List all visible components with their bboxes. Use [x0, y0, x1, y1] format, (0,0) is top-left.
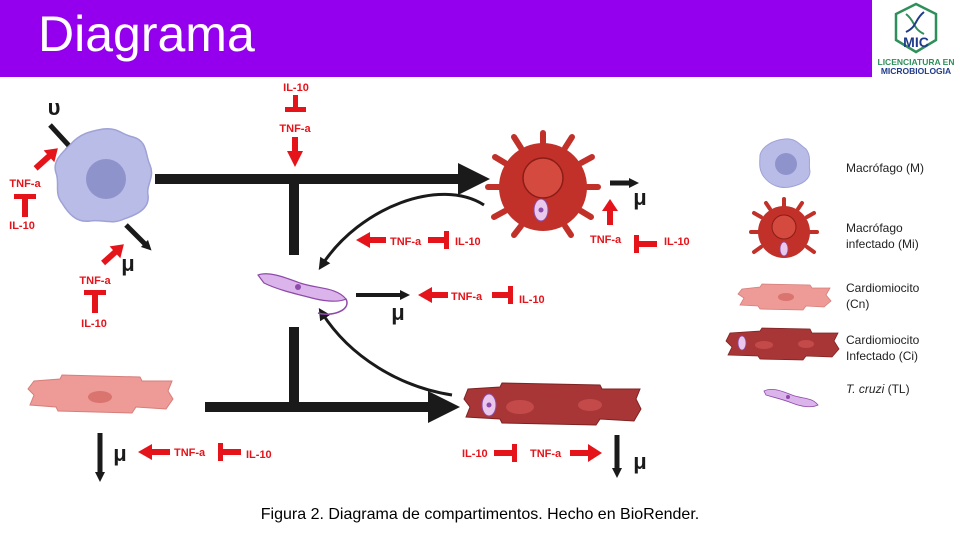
- flow-arrows: [48, 123, 639, 482]
- arrow-upsilon-input: [48, 123, 76, 153]
- label-tnfa-m-below: TNF-a: [79, 275, 111, 287]
- label-tnfa-tl: TNF-a: [451, 291, 483, 303]
- symbol-mu-mi: μ: [633, 185, 646, 210]
- logo-emblem-icon: MIC: [894, 2, 938, 54]
- flow-arrowhead-m-to-mi: [458, 163, 490, 195]
- legend: Macrófago (M) Macrófago infectado (Mi) C…: [725, 138, 924, 408]
- legend-item-macrophage: Macrófago (M): [759, 138, 924, 188]
- rate-symbols: υ μ μ μ μ μ: [48, 95, 647, 474]
- label-tnfa-mi: TNF-a: [590, 234, 622, 246]
- symbol-mu-tl: μ: [391, 300, 404, 325]
- legend-label-infected-cardiomyocyte-2: Infectado (Ci): [846, 349, 918, 363]
- logo-mark: MIC: [903, 34, 929, 50]
- university-logo: MIC LICENCIATURA EN MICROBIOLOGIA: [872, 0, 960, 84]
- cell-infected-cardiomyocyte: [463, 382, 642, 426]
- cell-infected-macrophage: [485, 130, 601, 238]
- cytokine-regulators: IL-10 TNF-a TNF-a IL-10 TNF-a IL-10 TNF-…: [9, 82, 690, 462]
- legend-label-t-cruzi-species: T. cruzi: [846, 382, 885, 396]
- label-tnfa-mi-curve: TNF-a: [390, 236, 422, 248]
- label-il10-ci: IL-10: [462, 448, 488, 460]
- arrow-mu-m: [124, 223, 152, 251]
- logo-line-1: LICENCIATURA EN: [877, 57, 955, 67]
- cell-macrophage: [54, 127, 153, 223]
- label-il10-mi: IL-10: [664, 236, 690, 248]
- title-banner: Diagrama: [0, 0, 872, 77]
- legend-item-t-cruzi: T. cruzi (TL): [763, 382, 910, 408]
- compartment-diagram: IL-10 TNF-a TNF-a IL-10 TNF-a IL-10 TNF-…: [9, 82, 924, 482]
- symbol-mu-m: μ: [121, 251, 134, 276]
- legend-label-infected-cardiomyocyte-1: Cardiomiocito: [846, 333, 920, 347]
- label-il10-m-left: IL-10: [9, 220, 35, 232]
- label-tnfa-cn: TNF-a: [174, 447, 206, 459]
- label-il10-m-below: IL-10: [81, 318, 107, 330]
- label-tnfa-ci: TNF-a: [530, 448, 562, 460]
- legend-label-macrophage: Macrófago (M): [846, 161, 924, 175]
- curved-arrow-mi-to-tl: [318, 192, 485, 271]
- label-il10-cn: IL-10: [246, 449, 272, 461]
- label-il10-top: IL-10: [283, 82, 309, 94]
- label-tnfa-top: TNF-a: [279, 123, 311, 135]
- flow-arrowhead-cn-to-ci: [428, 391, 460, 423]
- legend-label-t-cruzi-code: (TL): [884, 382, 909, 396]
- cell-trypanosoma: [257, 273, 348, 315]
- curved-arrow-ci-to-tl: [318, 307, 453, 397]
- symbol-mu-cn: μ: [113, 441, 126, 466]
- cell-cardiomyocyte: [27, 374, 174, 414]
- label-il10-tl: IL-10: [519, 294, 545, 306]
- page-title: Diagrama: [38, 6, 255, 62]
- legend-item-infected-cardiomyocyte: Cardiomiocito Infectado (Ci): [725, 327, 920, 363]
- symbol-upsilon: υ: [48, 95, 61, 120]
- legend-label-cardiomyocyte-1: Cardiomiocito: [846, 281, 920, 295]
- legend-label-t-cruzi: T. cruzi (TL): [846, 382, 910, 396]
- figure-caption: Figura 2. Diagrama de compartimentos. He…: [260, 506, 700, 523]
- symbol-mu-ci: μ: [633, 449, 646, 474]
- legend-label-infected-macrophage-1: Macrófago: [846, 221, 903, 235]
- label-il10-mi-curve: IL-10: [455, 236, 481, 248]
- label-tnfa-m-left: TNF-a: [9, 178, 41, 190]
- legend-label-infected-macrophage-2: infectado (Mi): [846, 237, 919, 251]
- logo-line-2: MICROBIOLOGIA: [880, 66, 952, 76]
- legend-label-cardiomyocyte-2: (Cn): [846, 297, 869, 311]
- legend-item-cardiomyocyte: Cardiomiocito (Cn): [737, 281, 920, 311]
- legend-item-infected-macrophage: Macrófago infectado (Mi): [749, 197, 919, 258]
- logo-caption: LICENCIATURA EN MICROBIOLOGIA: [872, 58, 960, 76]
